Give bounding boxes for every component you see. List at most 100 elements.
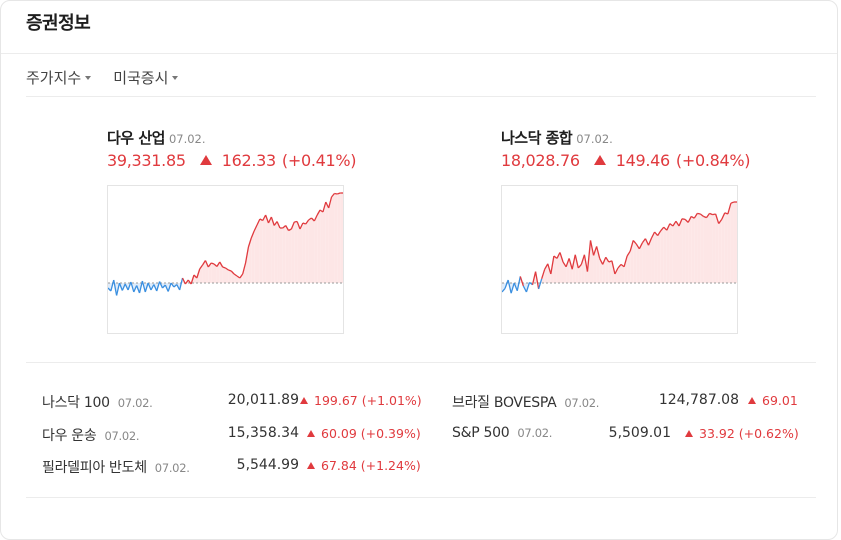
sparkline-fill-segment (721, 212, 725, 283)
sparkline-fill-segment (590, 240, 594, 283)
index-value: 39,331.85 (107, 151, 186, 170)
sparkline-fill-segment (666, 223, 670, 283)
sparkline-fill-segment (291, 222, 295, 283)
sparkline-segment (660, 226, 665, 232)
index-date: 07.02. (576, 132, 613, 146)
sparkline-fill-segment (239, 274, 243, 283)
sparkline-fill-segment (259, 219, 263, 283)
sparkline-fill-segment (211, 263, 215, 283)
sparkline-segment (571, 254, 576, 270)
index-name: 나스닥 종합 (501, 129, 573, 147)
sparkline-segment (256, 218, 261, 226)
sparkline-segment (164, 284, 169, 292)
list-item-rate: (+0.62%) (738, 426, 799, 441)
sparkline-segment (592, 246, 598, 256)
sparkline-segment (285, 225, 290, 231)
sparkline-fill-segment (297, 221, 301, 283)
sparkline-segment (150, 284, 155, 291)
sparkline-segment (244, 246, 250, 264)
sparkline-fill-segment (563, 262, 567, 283)
sparkline-segment (308, 217, 312, 221)
sparkline-fill-segment (593, 246, 597, 283)
sparkline-segment (629, 240, 634, 252)
list-item-nasdaq100[interactable]: 나스닥 100 07.02. 20,011.89 199.67 (+1.01%) (42, 392, 422, 412)
sparkline-segment (715, 213, 720, 224)
list-item-philadelphia-semiconductor[interactable]: 필라델피아 반도체 07.02. 5,544.99 67.84 (+1.24%) (42, 457, 422, 477)
up-arrow-icon (307, 430, 315, 437)
sparkline-segment (253, 224, 258, 232)
sparkline-segment (233, 273, 238, 277)
sparkline-fill-segment (216, 262, 220, 283)
sparkline-segment (210, 262, 215, 265)
sparkline-fill-segment (282, 225, 286, 283)
sparkline-fill-segment (578, 264, 582, 283)
list-item-sp500[interactable]: S&P 500 07.02. 5,509.01 33.92 (+0.62%) (452, 425, 807, 445)
tab-stock-index[interactable]: 주가지수 (26, 67, 92, 88)
sparkline-fill-segment (305, 220, 309, 283)
sparkline-segment (337, 192, 341, 195)
index-value: 18,028.76 (501, 151, 580, 170)
sparkline-segment (687, 216, 692, 223)
sparkline-fill-segment (654, 232, 658, 283)
list-item-dow-transport[interactable]: 다우 운송 07.02. 15,358.34 60.09 (+0.39%) (42, 425, 422, 445)
list-item-brazil-bovespa[interactable]: 브라질 BOVESPA 07.02. 124,787.08 69.01 (452, 392, 807, 412)
sparkline-segment (502, 287, 506, 293)
sparkline-fill-segment (688, 216, 692, 283)
index-rate: (+0.41%) (281, 151, 357, 170)
sparkline-segment (534, 271, 540, 290)
sparkline-segment (242, 262, 247, 275)
sparkline-segment (538, 278, 543, 290)
sparkline-segment (626, 250, 631, 257)
sparkline-segment (228, 269, 232, 272)
list-item-change: 33.92 (699, 426, 735, 441)
up-arrow-icon (685, 430, 693, 437)
sparkline-segment (124, 283, 129, 291)
sparkline-segment (144, 282, 149, 293)
sparkline-segment (638, 242, 643, 250)
sparkline-segment (118, 282, 123, 291)
sparkline-segment (510, 282, 515, 294)
sparkline-fill-segment (302, 223, 306, 283)
list-item-change: 199.67 (314, 393, 358, 408)
sparkline-fill-segment (202, 260, 206, 283)
sparkline-segment (316, 209, 321, 216)
list-item-change: 67.84 (321, 458, 357, 473)
sparkline-fill-segment (262, 215, 266, 283)
sparkline-fill-segment (672, 221, 676, 283)
sparkline-segment (632, 239, 637, 245)
sparkline-segment (216, 261, 221, 267)
sparkline-fill-segment (248, 238, 252, 283)
sparkline-segment (331, 193, 335, 198)
list-item-rate: (+1.24%) (360, 458, 421, 473)
sparkline-segment (730, 201, 735, 204)
sparkline-segment (115, 282, 121, 296)
sparkline-fill-segment (675, 221, 680, 283)
sparkline-segment (141, 280, 146, 293)
list-item-value: 15,358.34 (227, 425, 299, 441)
sparkline-fill-segment (285, 225, 289, 283)
list-item-change: 60.09 (321, 426, 357, 441)
sparkline-fill-segment (116, 283, 120, 296)
sparkline-fill-segment (334, 193, 338, 283)
index-tabs: 주가지수 미국증시 (26, 67, 179, 88)
sparkline-segment (250, 230, 255, 239)
sparkline-segment (556, 252, 561, 259)
sparkline-segment (574, 254, 579, 269)
sparkline-segment (288, 228, 292, 232)
sparkline-segment (181, 277, 186, 285)
tab-us-market[interactable]: 미국증시 (113, 67, 179, 88)
sparkline-segment (611, 260, 616, 275)
sparkline-segment (290, 221, 295, 230)
sparkline-fill-segment (657, 230, 661, 283)
index-chart (107, 185, 344, 334)
index-rate: (+0.84%) (675, 151, 751, 170)
sparkline-segment (276, 221, 281, 229)
sparkline-segment (167, 282, 172, 292)
sparkline-segment (247, 237, 252, 248)
sparkline-fill-segment (532, 271, 536, 285)
sparkline-fill-segment (245, 247, 249, 283)
up-arrow-icon (300, 397, 308, 404)
sparkline-fill-segment (669, 223, 673, 283)
sparkline-fill-segment (265, 215, 269, 283)
sparkline-fill-segment (727, 203, 731, 283)
